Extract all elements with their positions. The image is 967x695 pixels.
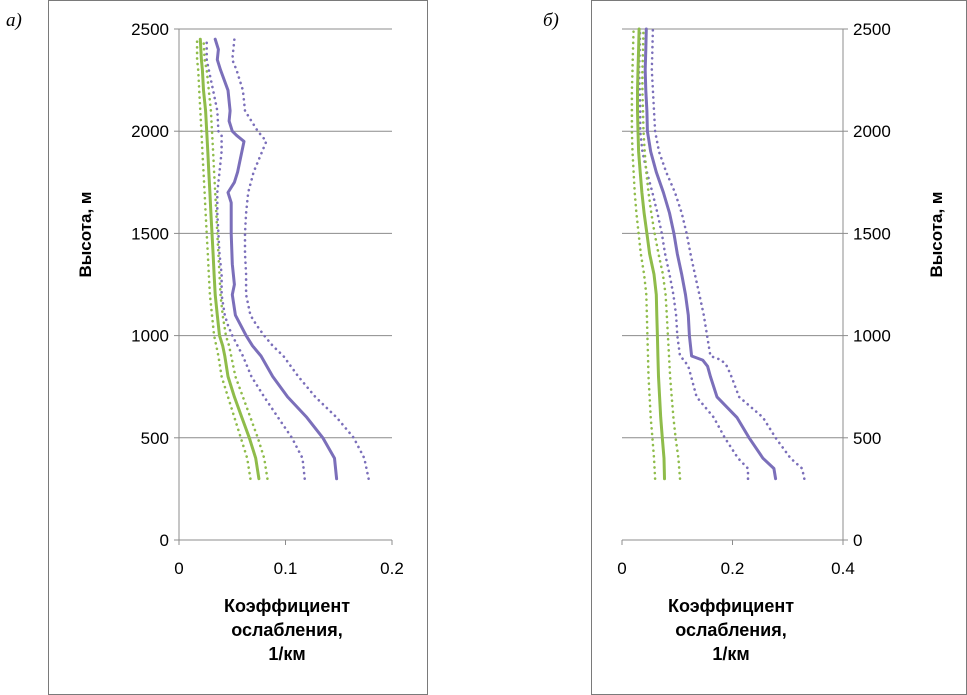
- panel-b-label: б): [543, 10, 559, 31]
- chart-0-ytick-label: 2000: [131, 122, 169, 141]
- chart-1-ytick-label: 2000: [853, 122, 891, 141]
- chart-0-series-green-solid-3: [198, 37, 261, 481]
- chart-0-series-purple-dotted-2: [231, 37, 370, 480]
- chart-1-series-purple-solid-0: [643, 27, 778, 481]
- chart-1-xtick-label: 0: [617, 559, 626, 578]
- chart-0-ylabel: Высота, м: [76, 191, 95, 277]
- chart-b-xlabel: Коэффициент ослабления, 1/км: [667, 596, 795, 664]
- chart-0-ytick-label: 1000: [131, 327, 169, 346]
- panel-a-label: а): [6, 10, 22, 31]
- chart-0-ytick-label: 2500: [131, 20, 169, 39]
- chart-1-ytick-label: 1500: [853, 224, 891, 243]
- chart-0-ytick-label: 1500: [131, 224, 169, 243]
- panel-b-frame: [591, 0, 967, 695]
- chart-a-xlabel: Коэффициент ослабления, 1/км: [223, 596, 351, 664]
- chart-0-ytick-label: 500: [141, 429, 169, 448]
- chart-0-xtick-label: 0.1: [274, 559, 298, 578]
- chart-1-ylabel: Высота, м: [927, 191, 946, 277]
- chart-1-ytick-label: 2500: [853, 20, 891, 39]
- chart-1-ytick-label: 500: [853, 429, 881, 448]
- panel-a-frame: [48, 0, 428, 695]
- chart-1-xtick-label: 0.4: [831, 559, 855, 578]
- chart-1-series-green-dotted-4: [630, 27, 657, 480]
- chart-1-series-purple-dotted-2: [650, 27, 806, 480]
- chart-1-xtick-label: 0.2: [721, 559, 745, 578]
- chart-1-ytick-label: 1000: [853, 327, 891, 346]
- chart-0-series-green-dotted-4: [195, 37, 252, 480]
- chart-1-series-green-solid-3: [636, 27, 666, 481]
- chart-1-ytick-label: 0: [853, 531, 862, 550]
- chart-0-xtick-label: 0: [174, 559, 183, 578]
- chart-0-xtick-label: 0.2: [380, 559, 404, 578]
- chart-0-series-purple-dotted-1: [205, 37, 306, 480]
- chart-0-series-purple-solid-0: [213, 37, 339, 481]
- chart-0-ytick-label: 0: [160, 531, 169, 550]
